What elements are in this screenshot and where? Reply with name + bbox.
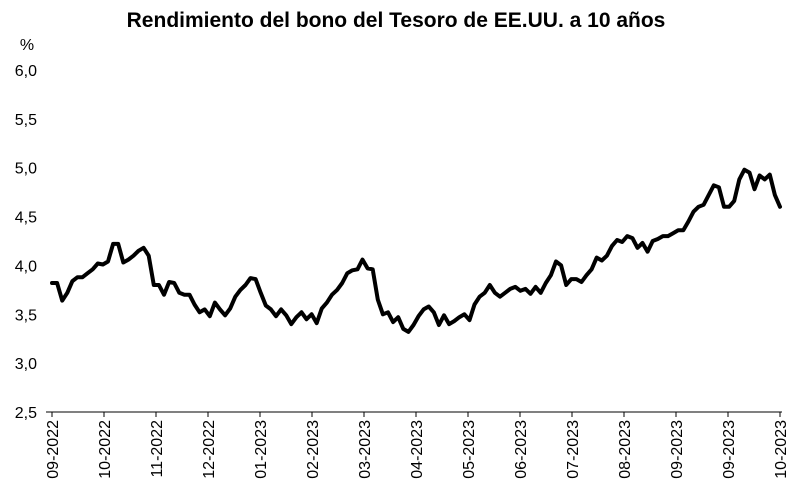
- x-axis-ticks: 09-2022 10-2022 11-2022 12-2022 01-2023 02-20…: [45, 412, 790, 479]
- x-tick-label: 09-2023: [721, 420, 738, 479]
- x-tick-label: 10-2023: [773, 420, 790, 479]
- x-tick-label: 12-2022: [201, 420, 218, 479]
- y-tick-label: 4,0: [15, 258, 37, 275]
- y-tick-label: 6,0: [15, 63, 37, 80]
- x-tick-label: 02-2023: [305, 420, 322, 479]
- x-tick-label: 06-2023: [513, 420, 530, 479]
- y-tick-label: 5,5: [15, 112, 37, 129]
- x-tick-label: 03-2023: [357, 420, 374, 479]
- x-tick-label: 04-2023: [409, 420, 426, 479]
- x-tick-label: 10-2022: [97, 420, 114, 479]
- x-tick-label: 01-2023: [253, 420, 270, 479]
- x-tick-label: 07-2023: [565, 420, 582, 479]
- y-axis-unit-label: %: [20, 37, 34, 54]
- yield-line: [50, 167, 782, 334]
- x-tick-label: 09-2022: [45, 420, 62, 479]
- y-tick-label: 2,5: [15, 405, 37, 422]
- x-tick-label: 08-2023: [617, 420, 634, 479]
- x-tick-label: 05-2023: [461, 420, 478, 479]
- y-tick-label: 5,0: [15, 161, 37, 178]
- x-tick-label: 11-2022: [149, 420, 166, 478]
- y-tick-label: 4,5: [15, 210, 37, 227]
- chart-title: Rendimiento del bono del Tesoro de EE.UU…: [127, 9, 666, 32]
- y-tick-label: 3,5: [15, 307, 37, 324]
- y-tick-label: 3,0: [15, 356, 37, 373]
- x-tick-label: 09-2023: [669, 420, 686, 479]
- y-axis-ticks: 6,0 5,5 5,0 4,5 4,0 3,5 3,0 2,5: [15, 63, 37, 422]
